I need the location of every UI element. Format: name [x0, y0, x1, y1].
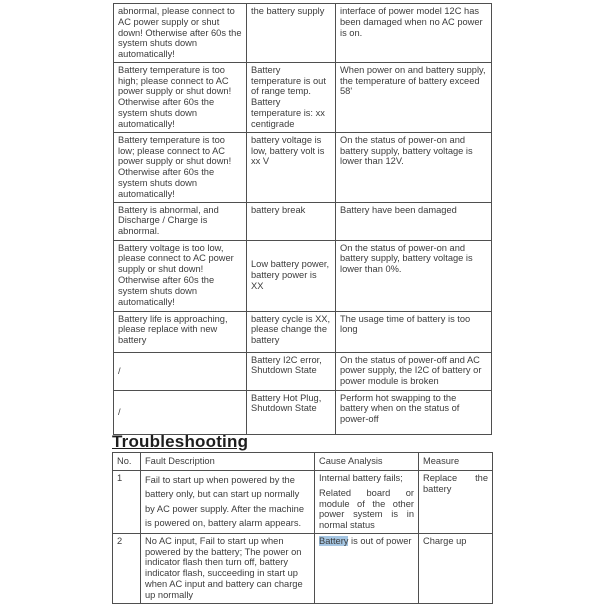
table-row: Battery life is approaching, please repl…: [113, 310, 492, 353]
column-header: Fault Description: [140, 452, 315, 471]
table-cell: /: [113, 351, 247, 391]
table-cell: Low battery power, battery power is XX: [246, 239, 336, 312]
troubleshooting-heading: Troubleshooting: [112, 432, 249, 451]
table-cell: Battery temperature is too low; please c…: [113, 131, 247, 203]
column-header: No.: [112, 452, 141, 471]
table-row: / Battery I2C error, Shutdown State On the…: [113, 351, 492, 391]
table-cell: Battery is out of power: [314, 532, 419, 604]
table-cell: the battery supply: [246, 3, 336, 63]
table-cell: Battery Hot Plug, Shutdown State: [246, 389, 336, 435]
table-cell: battery voltage is low, battery volt is …: [246, 131, 336, 203]
table-cell: Battery I2C error, Shutdown State: [246, 351, 336, 391]
table-cell: Perform hot swapping to the battery when…: [335, 389, 492, 435]
table-cell: interface of power model 12C has been da…: [335, 3, 492, 63]
table-cell: abnormal, please connect to AC power sup…: [113, 3, 247, 63]
table-cell: Charge up: [418, 532, 493, 604]
table-row: Battery temperature is too high; please …: [113, 61, 492, 133]
table-cell: Fail to start up when powered by the bat…: [140, 470, 315, 534]
table-row: 1 Fail to start up when powered by the ba…: [112, 470, 493, 534]
table-row: Battery temperature is too low; please c…: [113, 131, 492, 203]
table-cell: 2: [112, 532, 141, 604]
table-cell: Replace the battery: [418, 470, 493, 534]
table-row: Battery voltage is too low, please conne…: [113, 239, 492, 312]
header-row: No. Fault Description Cause Analysis Measur…: [112, 452, 493, 471]
cell-paragraph: Related board or module of the other pow…: [319, 487, 414, 531]
table-row: Battery is abnormal, and Discharge / Cha…: [113, 201, 492, 241]
table-cell: Battery have been damaged: [335, 201, 492, 241]
cell-paragraph: Internal battery fails;: [319, 473, 403, 483]
table-cell: Battery temperature is too high; please …: [113, 61, 247, 133]
table-cell: Battery voltage is too low, please conne…: [113, 239, 247, 312]
column-header: Cause Analysis: [314, 452, 419, 471]
table-cell: /: [113, 389, 247, 435]
table-row: abnormal, please connect to AC power sup…: [113, 3, 492, 63]
table-cell: The usage time of battery is too long: [335, 310, 492, 353]
table-cell: On the status of power-off and AC power …: [335, 351, 492, 391]
table-cell: On the status of power-on and battery su…: [335, 239, 492, 312]
table-cell: Battery temperature is out of range temp…: [246, 61, 336, 133]
table-cell: On the status of power-on and battery su…: [335, 131, 492, 203]
battery-alarm-table: abnormal, please connect to AC power sup…: [113, 3, 492, 435]
selected-text: Battery: [319, 535, 349, 546]
table-cell: battery cycle is XX, please change the b…: [246, 310, 336, 353]
table-cell: 1: [112, 470, 141, 534]
troubleshooting-table: No. Fault Description Cause Analysis Measur…: [112, 452, 493, 604]
table-cell: When power on and battery supply, the te…: [335, 61, 492, 133]
table-row: 2 No AC input, Fail to start up when powe…: [112, 532, 493, 604]
table-cell: No AC input, Fail to start up when power…: [140, 532, 315, 604]
column-header: Measure: [418, 452, 493, 471]
table-row: / Battery Hot Plug, Shutdown State Perform…: [113, 389, 492, 435]
table-cell: Internal battery fails; Related board or …: [314, 470, 419, 534]
table-cell: battery break: [246, 201, 336, 241]
table-cell: Battery is abnormal, and Discharge / Cha…: [113, 201, 247, 241]
table-cell: Battery life is approaching, please repl…: [113, 310, 247, 353]
